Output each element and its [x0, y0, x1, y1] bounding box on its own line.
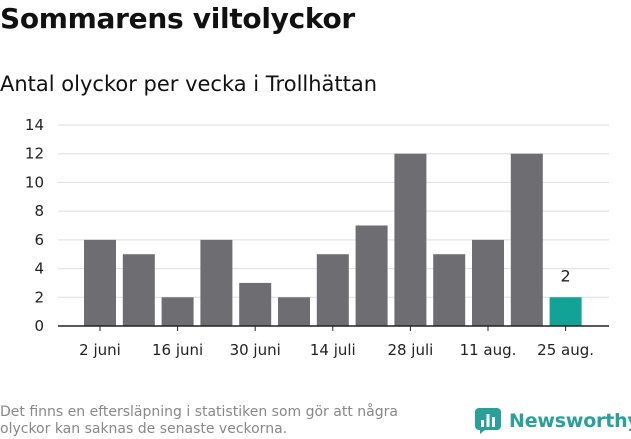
bar-16-juni — [161, 297, 194, 326]
bar-30-juni — [239, 282, 272, 326]
bar-7-juli — [278, 297, 310, 326]
y-tick-label: 2 — [34, 288, 44, 306]
bar-18-aug — [510, 153, 543, 326]
y-tick-label: 14 — [25, 116, 44, 134]
y-tick-label: 6 — [34, 231, 44, 249]
y-tick-label: 10 — [25, 173, 44, 191]
chart-subtitle: Antal olyckor per vecka i Trollhättan — [0, 72, 378, 96]
bar-chart-icon — [475, 408, 501, 434]
y-tick-label: 4 — [34, 260, 44, 278]
y-tick-label: 8 — [34, 202, 44, 220]
y-tick-label: 0 — [34, 317, 44, 335]
newsworthy-logo: Newsworthy — [475, 408, 631, 434]
x-tick-label: 16 juni — [152, 341, 203, 359]
bar-23-juni — [200, 239, 233, 326]
x-tick-label: 30 juni — [230, 341, 281, 359]
bar-4-aug — [433, 254, 466, 326]
footnote: Det finns en eftersläpning i statistiken… — [0, 404, 398, 437]
y-tick-label: 12 — [25, 145, 44, 163]
x-tick-label: 2 juni — [79, 341, 121, 359]
x-tick-label: 28 juli — [387, 341, 433, 359]
bar-9-juni — [122, 254, 155, 326]
bar-11-aug — [472, 239, 504, 326]
bar-2-juni — [84, 239, 116, 326]
bar-28-juli — [394, 153, 427, 326]
data-label: 2 — [561, 266, 571, 285]
bar-25-aug — [549, 297, 582, 326]
x-tick-label: 11 aug. — [460, 341, 517, 359]
x-tick-label: 25 aug. — [537, 341, 594, 359]
bar-chart: 0 2 4 6 8 10 12 14 2 juni 16 juni 30 juni 14 juli 2… — [25, 116, 609, 359]
brand-name: Newsworthy — [509, 410, 631, 432]
bar-14-juli — [316, 254, 349, 326]
chart-title: Sommarens viltolyckor — [0, 2, 355, 35]
bar-21-juli — [355, 225, 388, 326]
x-tick-label: 14 juli — [310, 341, 356, 359]
